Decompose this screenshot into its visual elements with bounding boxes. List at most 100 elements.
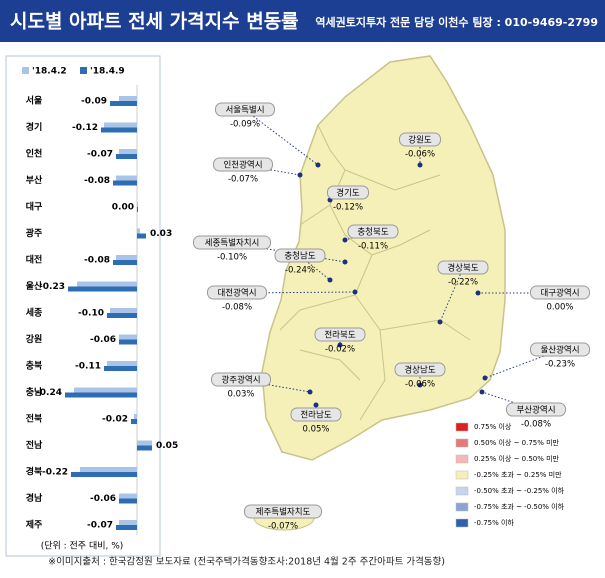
value-label: -0.23: [39, 282, 65, 292]
region-box: [215, 102, 275, 117]
title: 시도별 아파트 전세 가격지수 변동률: [10, 11, 299, 33]
category-label: 경기: [26, 121, 43, 133]
value-label: 0.00: [112, 203, 134, 213]
region-dot: [327, 277, 333, 283]
region-dot: [342, 237, 348, 243]
region-box: [347, 224, 399, 239]
region-dot: [437, 319, 443, 325]
region-value: -0.23%: [545, 360, 575, 370]
region-box: [437, 260, 489, 275]
bar: [116, 525, 137, 530]
bar: [119, 149, 137, 154]
region-name: 울산광역시: [540, 345, 579, 356]
region-dot: [315, 162, 321, 168]
bar: [107, 313, 137, 318]
region-value: -0.07%: [228, 175, 258, 185]
value-label: -0.12: [72, 123, 98, 133]
region-value: -0.06%: [405, 380, 435, 390]
legend-color: [455, 422, 469, 432]
bar: [137, 440, 152, 446]
bar: [134, 414, 137, 419]
region-box: [290, 407, 342, 422]
legend-label: '18.4.9: [90, 67, 125, 77]
category-label: 울산: [26, 280, 43, 292]
bar: [110, 101, 137, 106]
region-name: 인천광역시: [223, 160, 262, 171]
bar: [137, 233, 146, 239]
region-box: [314, 327, 366, 342]
region-box: [274, 248, 326, 263]
bar: [101, 127, 137, 133]
bar: [119, 339, 137, 345]
bar: [80, 467, 137, 472]
value-label: -0.08: [84, 176, 110, 186]
leader-line: [236, 291, 356, 294]
bar: [68, 286, 137, 292]
category-label: 세종: [26, 307, 43, 319]
region-name: 전라남도: [300, 410, 331, 421]
map-mainland: [261, 55, 506, 461]
region-dot: [337, 342, 343, 348]
bar: [74, 387, 137, 393]
region-value: -0.08%: [222, 303, 252, 313]
category-label: 제주: [26, 519, 43, 531]
category-label: 서울: [26, 95, 43, 107]
bar: [137, 228, 140, 234]
value-label: -0.06: [90, 494, 116, 504]
region-box: [399, 132, 441, 147]
region-value: -0.12%: [333, 203, 363, 213]
region-box: [213, 157, 273, 172]
leader-line: [242, 164, 301, 176]
legend-color: [455, 470, 469, 480]
bar: [107, 361, 137, 366]
value-label: -0.11: [75, 362, 101, 372]
map-legend-label: 0.75% 이상: [474, 422, 512, 431]
region-dot: [313, 402, 319, 408]
region-dot: [482, 375, 488, 381]
bar: [77, 281, 137, 287]
category-label: 대전: [26, 254, 43, 266]
value-label: -0.07: [87, 521, 113, 531]
region-box: [506, 402, 566, 417]
region-name: 대구광역시: [540, 288, 579, 299]
value-label: -0.06: [90, 335, 116, 345]
region-value: 0.00%: [546, 303, 573, 313]
region-name: 부산광역시: [516, 405, 555, 416]
region-name: 충청남도: [284, 252, 315, 262]
bar: [119, 334, 137, 340]
region-value: -0.02%: [325, 345, 355, 355]
region-name: 강원도: [408, 135, 432, 146]
region-box: [530, 285, 590, 300]
bar: [113, 260, 137, 265]
legend-swatch: [80, 67, 87, 74]
region-value: -0.08%: [521, 420, 551, 430]
region-dot: [297, 172, 303, 178]
region-name: 경기도: [336, 188, 360, 199]
value-label: -0.24: [36, 388, 62, 398]
region-dot: [352, 289, 358, 295]
category-label: 부산: [26, 174, 43, 186]
region-dot: [307, 389, 313, 395]
region-box: [394, 362, 446, 377]
bar: [116, 255, 137, 260]
region-name: 경상북도: [447, 263, 478, 274]
region-dot: [475, 290, 481, 296]
region-box: [207, 285, 267, 300]
region-value: -0.11%: [358, 242, 388, 252]
legend-color: [455, 502, 469, 512]
bar: [65, 392, 137, 398]
source: ※이미지출처 : 한국감정원 보도자료 (전국주택가격동향조사:2018년 4월…: [48, 556, 445, 568]
value-label: -0.09: [81, 97, 107, 107]
leader-line: [299, 255, 331, 281]
region-box: [327, 185, 369, 200]
leader-line: [484, 349, 561, 379]
header-bar: [0, 0, 605, 42]
bar: [137, 207, 138, 212]
legend-color: [455, 486, 469, 496]
category-label: 광주: [26, 227, 43, 239]
region-name: 광주광역시: [221, 375, 260, 386]
map-legend-label: -0.50% 초과 ~ -0.25% 이하: [474, 486, 565, 495]
legend-color: [455, 438, 469, 448]
region-dot: [342, 259, 348, 265]
leader-line: [244, 109, 319, 166]
